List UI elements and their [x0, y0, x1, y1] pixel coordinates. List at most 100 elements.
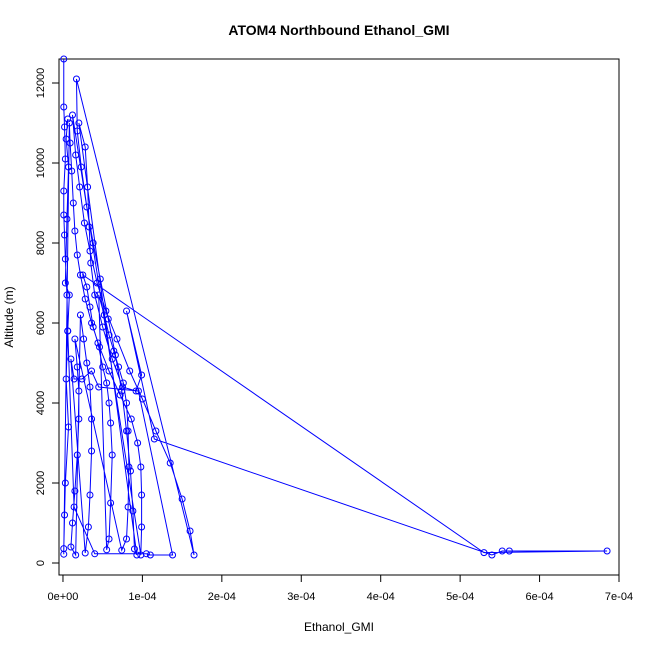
- data-point: [61, 123, 69, 131]
- data-point: [72, 551, 80, 559]
- data-point: [61, 255, 69, 263]
- data-point: [178, 495, 186, 503]
- data-point: [505, 547, 513, 555]
- data-point: [77, 163, 85, 171]
- data-point: [99, 363, 107, 371]
- data-point: [123, 535, 131, 543]
- data-point: [85, 223, 93, 231]
- data-point: [63, 215, 71, 223]
- data-point: [125, 463, 133, 471]
- data-point: [132, 387, 140, 395]
- y-axis-label: Altitude (m): [2, 286, 16, 347]
- data-point: [60, 187, 68, 195]
- data-point: [61, 511, 69, 519]
- data-point: [146, 551, 154, 559]
- data-point: [73, 451, 81, 459]
- data-point: [123, 399, 131, 407]
- x-tick-label: 3e-04: [287, 591, 315, 603]
- data-point: [91, 550, 99, 558]
- data-point: [130, 545, 138, 553]
- y-tick-label: 8000: [35, 231, 47, 255]
- data-point: [166, 459, 174, 467]
- data-point: [498, 547, 506, 555]
- data-point: [127, 415, 135, 423]
- data-point: [103, 546, 111, 554]
- data-point: [62, 135, 70, 143]
- data-point: [79, 271, 87, 279]
- data-point: [65, 163, 73, 171]
- data-point: [105, 535, 113, 543]
- data-point: [89, 239, 97, 247]
- data-point: [129, 507, 137, 515]
- x-axis: 0e+00 1e-04 2e-04 3e-04 4e-04 5e-04 6e-04 7e-04: [48, 574, 633, 603]
- data-point: [75, 387, 83, 395]
- data-point: [69, 519, 76, 527]
- data-point: [60, 103, 68, 111]
- y-tick-label: 6000: [35, 311, 47, 335]
- data-point: [83, 203, 91, 211]
- data-point: [104, 315, 112, 323]
- data-point: [86, 383, 94, 391]
- data-point: [105, 399, 113, 407]
- data-point: [110, 347, 118, 355]
- data-point: [72, 75, 80, 83]
- data-point: [69, 199, 77, 207]
- data-point: [150, 435, 158, 443]
- data-point: [86, 247, 94, 255]
- data-point: [88, 319, 96, 327]
- y-tick-label: 10000: [35, 148, 47, 179]
- data-point: [81, 549, 89, 557]
- y-tick-label: 2000: [35, 471, 47, 495]
- data-point: [80, 335, 88, 343]
- data-point: [76, 271, 84, 279]
- data-point: [94, 339, 102, 347]
- data-point: [89, 323, 97, 331]
- data-point: [126, 367, 134, 375]
- data-point: [105, 367, 113, 375]
- data-point: [83, 359, 91, 367]
- data-point: [134, 387, 142, 395]
- data-point: [64, 327, 72, 335]
- data-point: [84, 183, 92, 191]
- data-point: [76, 183, 84, 191]
- data-point: [67, 355, 75, 363]
- data-point: [96, 343, 104, 351]
- data-point: [133, 551, 141, 559]
- data-point: [72, 151, 80, 159]
- data-point: [81, 143, 89, 151]
- x-axis-label: Ethanol_GMI: [304, 620, 374, 634]
- data-point: [124, 427, 132, 435]
- x-tick-label: 1e-04: [128, 591, 156, 603]
- data-point: [99, 323, 107, 331]
- x-tick-label: 0e+00: [48, 591, 79, 603]
- data-point: [142, 550, 150, 558]
- data-point: [64, 115, 72, 123]
- data-point: [81, 295, 89, 303]
- data-point: [169, 551, 177, 559]
- data-point: [138, 491, 146, 499]
- chart-title: ATOM4 Northbound Ethanol_GMI: [228, 22, 449, 38]
- data-point: [70, 375, 78, 383]
- data-point: [61, 155, 69, 163]
- data-point: [73, 363, 81, 371]
- data-point: [60, 55, 68, 63]
- data-point: [91, 291, 99, 299]
- x-tick-label: 4e-04: [367, 591, 395, 603]
- data-point: [95, 383, 103, 391]
- data-point: [61, 231, 69, 239]
- data-point: [480, 549, 488, 557]
- data-point: [152, 427, 160, 435]
- series-line: [63, 59, 608, 557]
- data-point: [73, 127, 81, 135]
- x-tick-label: 2e-04: [208, 591, 236, 603]
- data-point: [137, 463, 145, 471]
- data-point: [73, 251, 81, 259]
- x-tick-label: 5e-04: [446, 591, 474, 603]
- data-point: [86, 303, 94, 311]
- data-point: [67, 543, 75, 551]
- data-point: [103, 379, 111, 387]
- data-point: [78, 375, 86, 383]
- y-tick-label: 12000: [35, 68, 47, 99]
- data-point: [118, 387, 126, 395]
- data-point: [88, 415, 96, 423]
